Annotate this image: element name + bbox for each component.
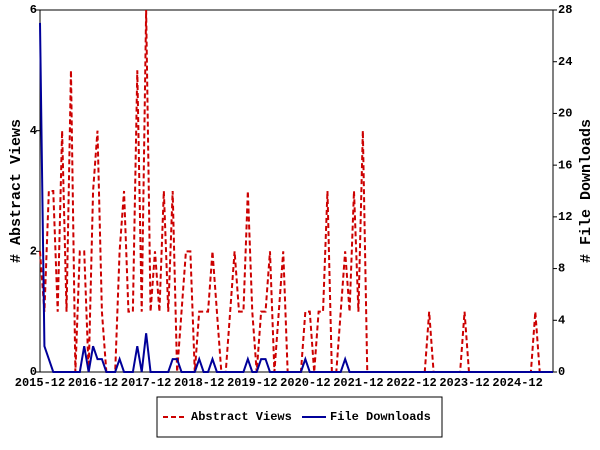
x-tick-label: 2022-12	[386, 376, 436, 390]
y-axis-label: # Abstract Views	[8, 119, 25, 263]
legend-label: File Downloads	[330, 410, 431, 424]
x-tick-label: 2023-12	[439, 376, 489, 390]
y-tick-label: 2	[30, 245, 37, 259]
x-tick-label: 2016-12	[68, 376, 118, 390]
y2-tick-label: 8	[558, 262, 565, 276]
y2-tick-label: 0	[558, 365, 565, 379]
y-tick-label: 4	[30, 124, 37, 138]
y2-axis-label: # File Downloads	[578, 119, 595, 263]
series-line	[39, 9, 553, 373]
y2-tick-label: 20	[558, 107, 572, 121]
x-tick-label: 2021-12	[333, 376, 383, 390]
y2-tick-label: 16	[558, 158, 572, 172]
x-tick-label: 2017-12	[121, 376, 171, 390]
y-tick-label: 0	[30, 365, 37, 379]
y-tick-label: 6	[30, 3, 37, 17]
legend-label: Abstract Views	[191, 410, 292, 424]
series-line	[39, 22, 553, 373]
x-tick-label: 2015-12	[15, 376, 65, 390]
x-tick-label: 2020-12	[280, 376, 330, 390]
y2-tick-label: 24	[558, 55, 572, 69]
x-tick-label: 2018-12	[174, 376, 224, 390]
x-tick-label: 2019-12	[227, 376, 277, 390]
y2-tick-label: 4	[558, 313, 565, 327]
y2-tick-label: 12	[558, 210, 572, 224]
legend-box	[156, 396, 443, 438]
x-tick-label: 2024-12	[492, 376, 542, 390]
y2-tick-label: 28	[558, 3, 572, 17]
